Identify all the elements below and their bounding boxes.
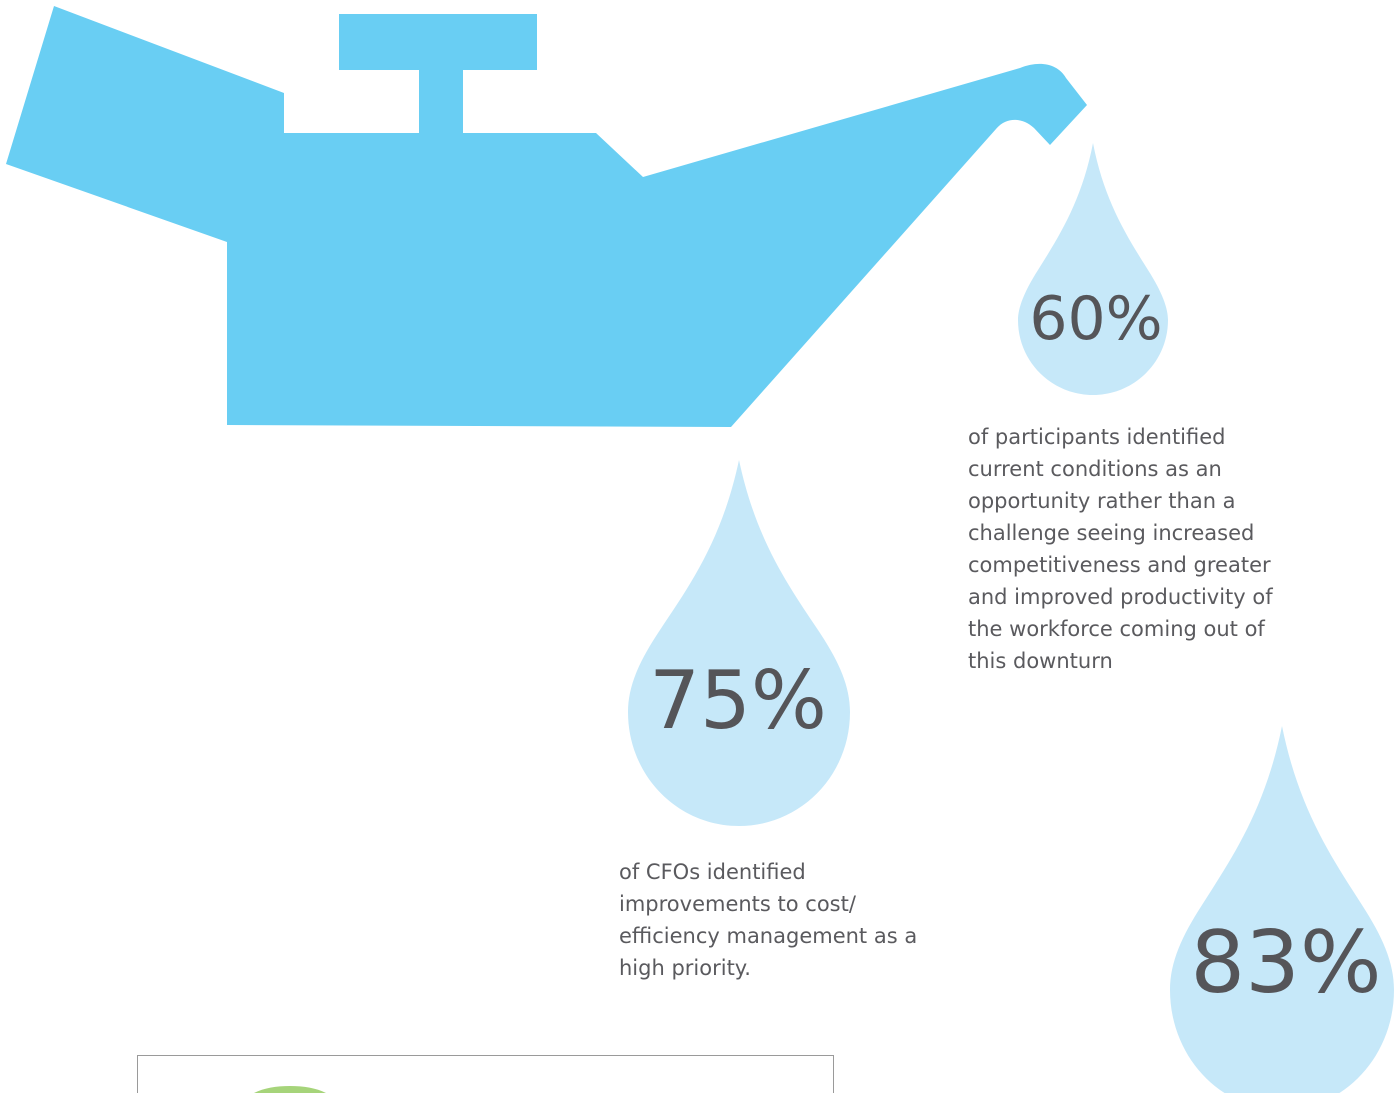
oil-can-cap-stem — [419, 60, 463, 140]
stat-value-75: 75% — [649, 654, 827, 747]
oil-can-icon — [6, 6, 1087, 427]
water-drop-icon — [1018, 143, 1168, 395]
panel-border — [137, 1055, 834, 1093]
stat-value-83: 83% — [1190, 913, 1381, 1013]
stat-caption-75: of CFOs identified improvements to cost/… — [619, 860, 918, 980]
green-circle-icon — [254, 1086, 326, 1093]
stat-drop-83: 83% — [1170, 726, 1394, 1093]
stat-drop-60: 60% — [1018, 143, 1168, 395]
oil-can-body — [6, 6, 1087, 427]
stat-drop-75: 75% — [628, 460, 850, 826]
water-drop-icon — [1170, 726, 1394, 1093]
stat-value-60: 60% — [1029, 284, 1162, 354]
water-drop-icon — [628, 460, 850, 826]
bottom-panel — [137, 1055, 834, 1093]
stat-caption-60: of participants identified current condi… — [968, 425, 1273, 673]
